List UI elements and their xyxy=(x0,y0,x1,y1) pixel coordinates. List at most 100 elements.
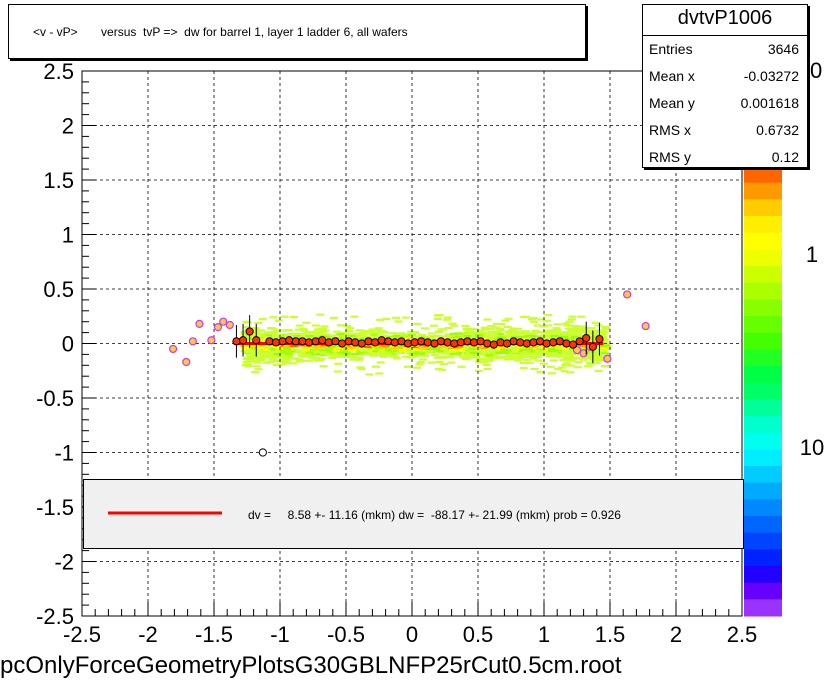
density-cell xyxy=(406,356,415,359)
density-cell xyxy=(348,349,357,353)
density-cell xyxy=(360,353,369,356)
profile-point xyxy=(423,338,432,347)
density-cell xyxy=(583,330,592,333)
density-cell xyxy=(349,358,358,361)
density-cell xyxy=(324,348,333,351)
x-tick-label: -0.5 xyxy=(327,622,365,647)
profile-point xyxy=(529,338,538,347)
profile2-point xyxy=(579,349,588,358)
density-cell xyxy=(251,371,260,374)
density-cell xyxy=(601,325,610,329)
density-cell xyxy=(513,330,522,333)
palette-cell xyxy=(744,449,782,467)
density-cell xyxy=(577,356,586,359)
density-cell xyxy=(539,350,547,353)
density-cell xyxy=(501,319,510,322)
density-cell xyxy=(585,354,594,357)
density-cell xyxy=(417,347,426,350)
density-cell xyxy=(504,317,513,320)
density-cell xyxy=(472,355,480,359)
profile-point xyxy=(436,337,446,346)
density-cell xyxy=(289,344,298,348)
density-cell xyxy=(250,328,259,331)
x-tick-label: 2.5 xyxy=(727,622,758,647)
density-cell xyxy=(348,344,357,347)
stats-label: Mean x xyxy=(649,68,695,84)
density-cell xyxy=(518,332,527,335)
x-tick-label: 1.5 xyxy=(595,622,626,647)
density-cell xyxy=(314,332,323,335)
y-tick-label: -2.5 xyxy=(36,604,74,629)
density-cell xyxy=(242,361,251,364)
density-cell xyxy=(257,357,266,360)
palette-cell xyxy=(744,182,782,200)
density-cell xyxy=(553,346,562,350)
profile-point xyxy=(463,337,472,346)
density-cell xyxy=(464,346,473,349)
palette-cell xyxy=(744,282,782,300)
density-cell xyxy=(299,327,308,330)
density-cell xyxy=(275,335,283,338)
density-cell xyxy=(418,358,427,361)
density-cell xyxy=(312,352,321,355)
profile-point xyxy=(483,339,492,348)
density-cell xyxy=(311,324,320,327)
density-cell xyxy=(556,332,565,335)
density-cell xyxy=(280,315,289,318)
profile-point xyxy=(252,336,261,345)
density-cell xyxy=(345,355,354,358)
palette-cell xyxy=(744,532,782,550)
density-cell xyxy=(372,353,381,356)
density-cell xyxy=(313,347,322,351)
density-cell xyxy=(285,354,294,357)
density-cell xyxy=(526,334,535,337)
density-cell xyxy=(320,325,329,328)
density-cell xyxy=(320,344,329,347)
density-cell xyxy=(475,360,483,363)
density-cell xyxy=(401,355,410,358)
density-cell xyxy=(374,327,383,330)
palette-cell xyxy=(744,382,782,400)
density-cell xyxy=(515,356,524,359)
profile2-point xyxy=(641,321,650,331)
density-cell xyxy=(281,329,290,332)
density-cell xyxy=(519,337,527,340)
density-cell xyxy=(571,329,580,332)
stats-label: Entries xyxy=(649,41,693,57)
palette-cell xyxy=(744,516,782,534)
density-cell xyxy=(348,348,357,351)
density-cell xyxy=(402,334,411,337)
density-cell xyxy=(554,353,563,356)
density-cell xyxy=(271,359,280,363)
profile-point xyxy=(588,342,597,351)
density-cell xyxy=(601,365,609,368)
density-cell xyxy=(413,322,422,325)
density-cell xyxy=(539,325,548,328)
density-cell xyxy=(263,350,272,353)
density-cell xyxy=(338,354,347,357)
stats-label: Mean y xyxy=(649,95,695,111)
density-cell xyxy=(492,339,501,342)
density-cell xyxy=(356,351,365,354)
density-cell xyxy=(391,347,400,350)
density-cell xyxy=(390,355,399,358)
profile2-point xyxy=(182,357,191,367)
stats-label: RMS y xyxy=(649,149,691,165)
density-cell xyxy=(463,352,472,355)
density-cell xyxy=(345,346,354,349)
density-cell xyxy=(294,358,303,361)
density-cell xyxy=(372,349,381,353)
density-cell xyxy=(534,335,543,338)
density-cell xyxy=(441,346,449,349)
density-cell xyxy=(251,327,260,330)
density-cell xyxy=(251,331,260,334)
density-cell xyxy=(359,347,368,350)
density-cell xyxy=(479,352,488,355)
profile-point xyxy=(562,339,571,348)
density-cell xyxy=(600,346,609,350)
density-cell xyxy=(427,361,436,364)
density-cell xyxy=(388,332,397,335)
density-cell xyxy=(259,352,268,355)
density-cell xyxy=(462,354,471,357)
